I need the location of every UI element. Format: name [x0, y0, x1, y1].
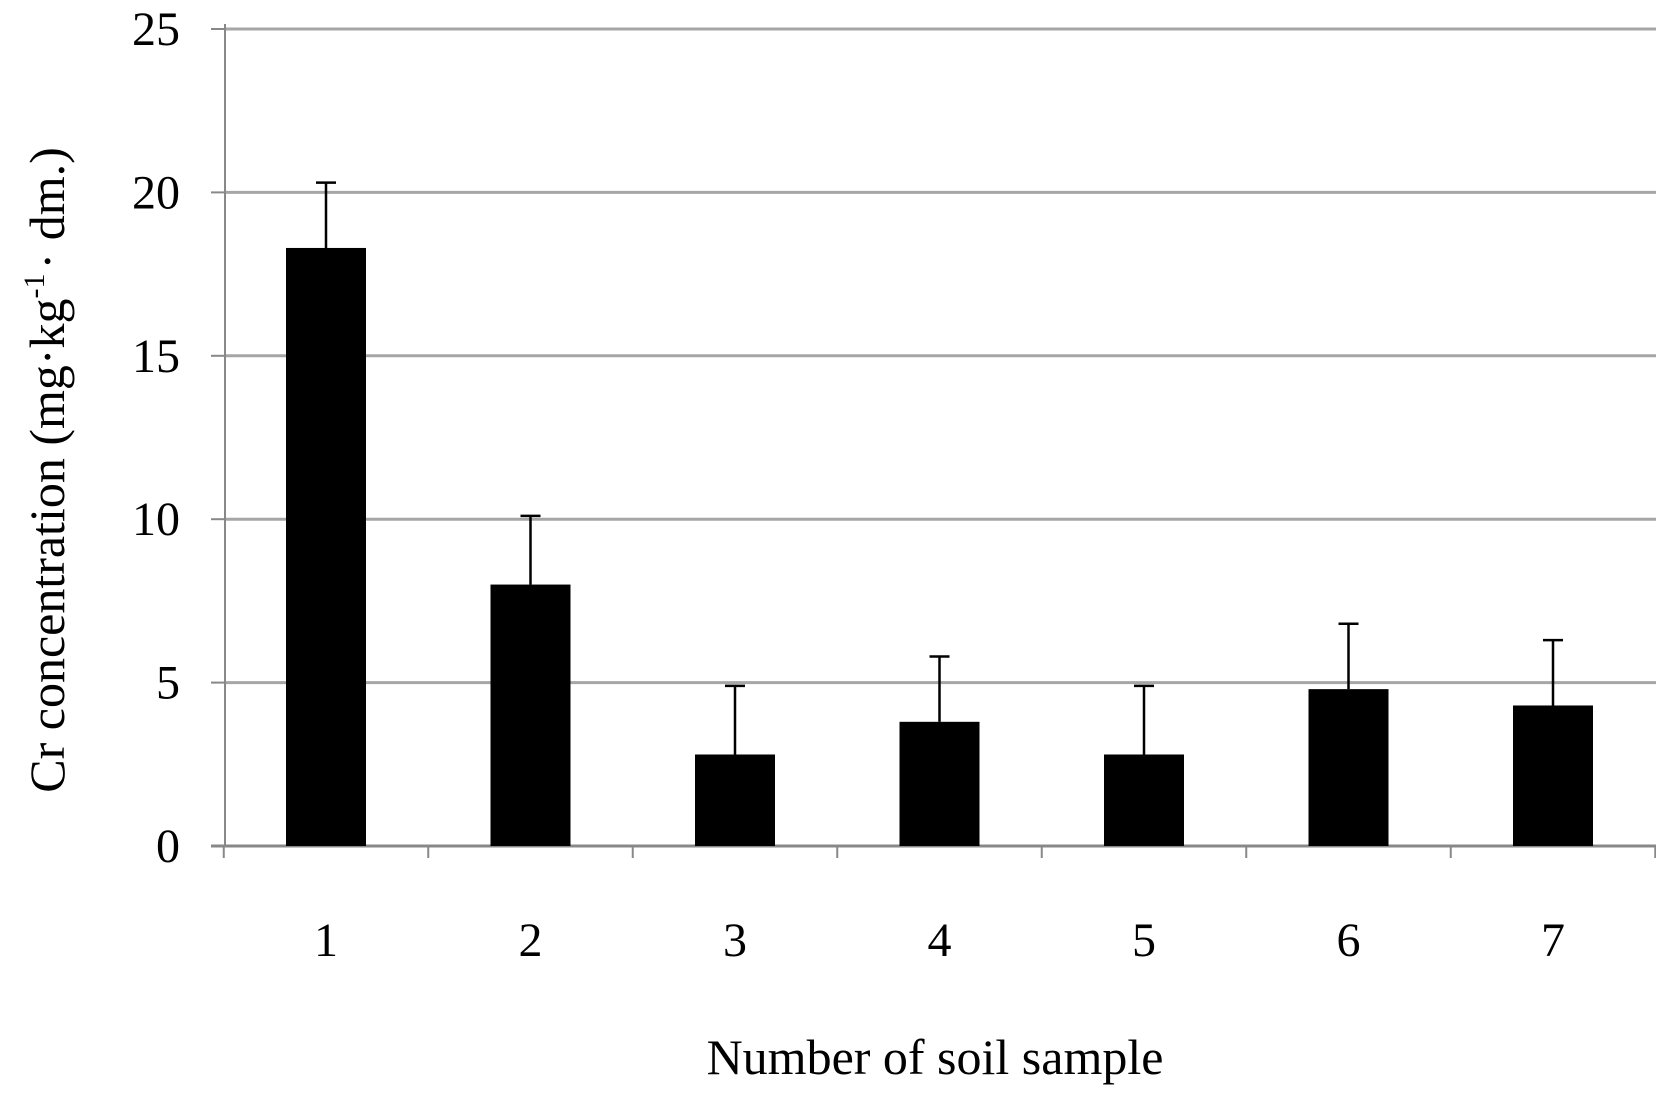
y-axis-title-sep-2: · [19, 253, 75, 270]
bar-sample-1 [286, 247, 366, 846]
y-axis-title-spacer [19, 240, 75, 253]
y-axis-title-suffix: dm.) [19, 147, 75, 240]
bar-sample-7 [1513, 705, 1593, 846]
bars [286, 247, 1593, 846]
x-tick-label-6: 6 [1337, 914, 1361, 967]
error-bars [316, 181, 1563, 755]
bar-sample-2 [490, 584, 571, 846]
bar-sample-3 [695, 754, 775, 846]
gridlines [225, 27, 1656, 685]
x-tick-label-7: 7 [1541, 914, 1565, 967]
y-tick-label-20: 20 [132, 166, 180, 219]
bar-sample-5 [1104, 754, 1184, 846]
bar-sample-6 [1308, 689, 1389, 846]
y-tick-label-0: 0 [156, 820, 180, 873]
y-axis-title-sep-1: · [19, 348, 75, 365]
x-tick-label-5: 5 [1132, 914, 1156, 967]
y-axis-title: Cr concentration (mg·kg-1· dm.) [18, 147, 75, 793]
x-tick-label-3: 3 [723, 914, 747, 967]
x-axis-title: Number of soil sample [707, 1029, 1164, 1085]
x-tick-label-2: 2 [519, 914, 543, 967]
x-tick-label-1: 1 [314, 914, 338, 967]
y-tick-label-5: 5 [156, 657, 180, 710]
y-axis-title-superscript: -1 [18, 273, 51, 298]
y-tick-label-10: 10 [132, 493, 180, 546]
y-tick-label-15: 15 [132, 330, 180, 383]
x-tick-label-4: 4 [928, 914, 952, 967]
x-tick-labels: 1 2 3 4 5 6 7 [314, 914, 1565, 967]
y-axis-title-prefix: Cr concentration (mg [19, 365, 75, 793]
y-tick-labels: 0 5 10 15 20 25 [132, 3, 180, 873]
bar-sample-4 [899, 721, 980, 846]
y-axis-title-unit: kg [19, 298, 75, 348]
y-tick-label-25: 25 [132, 3, 180, 56]
